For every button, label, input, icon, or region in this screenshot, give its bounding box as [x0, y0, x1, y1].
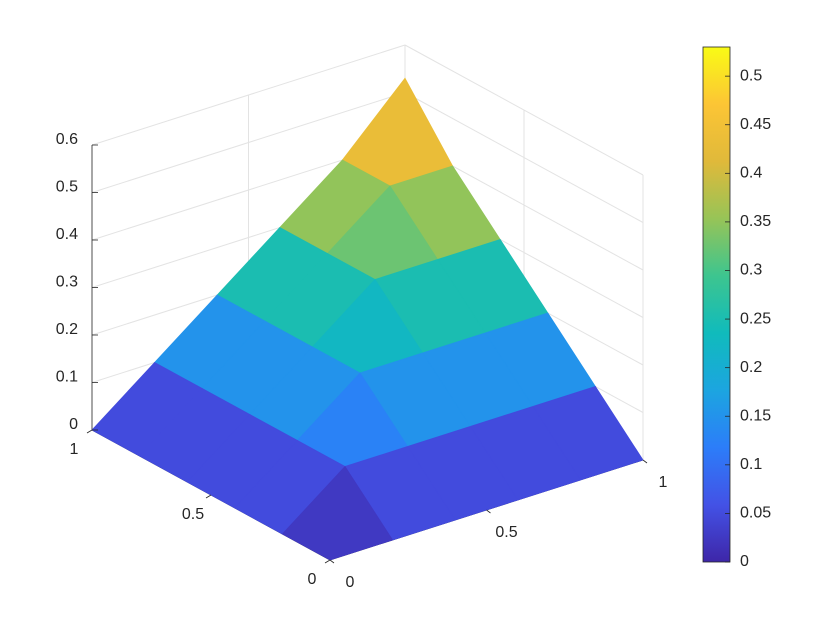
- z-tick-label: 0: [69, 416, 78, 433]
- y-tick-label: 0.5: [182, 506, 204, 523]
- z-tick-label: 0.5: [56, 179, 78, 196]
- tick-mark: [205, 494, 212, 499]
- colorbar-tick-label: 0: [740, 553, 749, 570]
- x-tick-label: 0.5: [495, 524, 517, 541]
- colorbar-tick-label: 0.2: [740, 359, 762, 376]
- colorbar-tick-label: 0.35: [740, 213, 771, 230]
- colorbar-tick-label: 0.05: [740, 505, 771, 522]
- x-tick-label: 0: [346, 574, 355, 591]
- z-tick-label: 0.4: [56, 226, 78, 243]
- z-tick-label: 0.3: [56, 274, 78, 291]
- colorbar-tick-label: 0.5: [740, 67, 762, 84]
- surface-cell: [281, 465, 394, 561]
- axis-labels: 0 0.1 0.2 0.3 0.4 0.5 0.6 0 0.5 1 0 0.5 1: [56, 131, 668, 591]
- surface: [91, 77, 644, 561]
- colorbar-scale: [702, 46, 731, 563]
- y-tick-label: 0: [308, 571, 317, 588]
- colorbar: 0 0.05 0.1 0.15 0.2 0.25 0.3 0.35 0.4 0.45 0.5: [702, 46, 771, 570]
- x-tick-label: 1: [659, 474, 668, 491]
- colorbar-tick-label: 0.25: [740, 310, 771, 327]
- tick-mark: [642, 459, 648, 464]
- colorbar-tick-label: 0.45: [740, 116, 771, 133]
- tick-mark: [329, 559, 335, 564]
- colorbar-tick-label: 0.3: [740, 262, 762, 279]
- y-tick-label: 1: [70, 441, 79, 458]
- tick-mark: [86, 429, 93, 434]
- colorbar-tick-label: 0.1: [740, 456, 762, 473]
- z-tick-label: 0.1: [56, 369, 78, 386]
- colorbar-tick-label: 0.15: [740, 407, 771, 424]
- tick-mark: [324, 559, 331, 564]
- tick-mark: [486, 509, 491, 514]
- z-tick-label: 0.2: [56, 321, 78, 338]
- colorbar-tick-label: 0.4: [740, 165, 762, 182]
- z-tick-label: 0.6: [56, 131, 78, 148]
